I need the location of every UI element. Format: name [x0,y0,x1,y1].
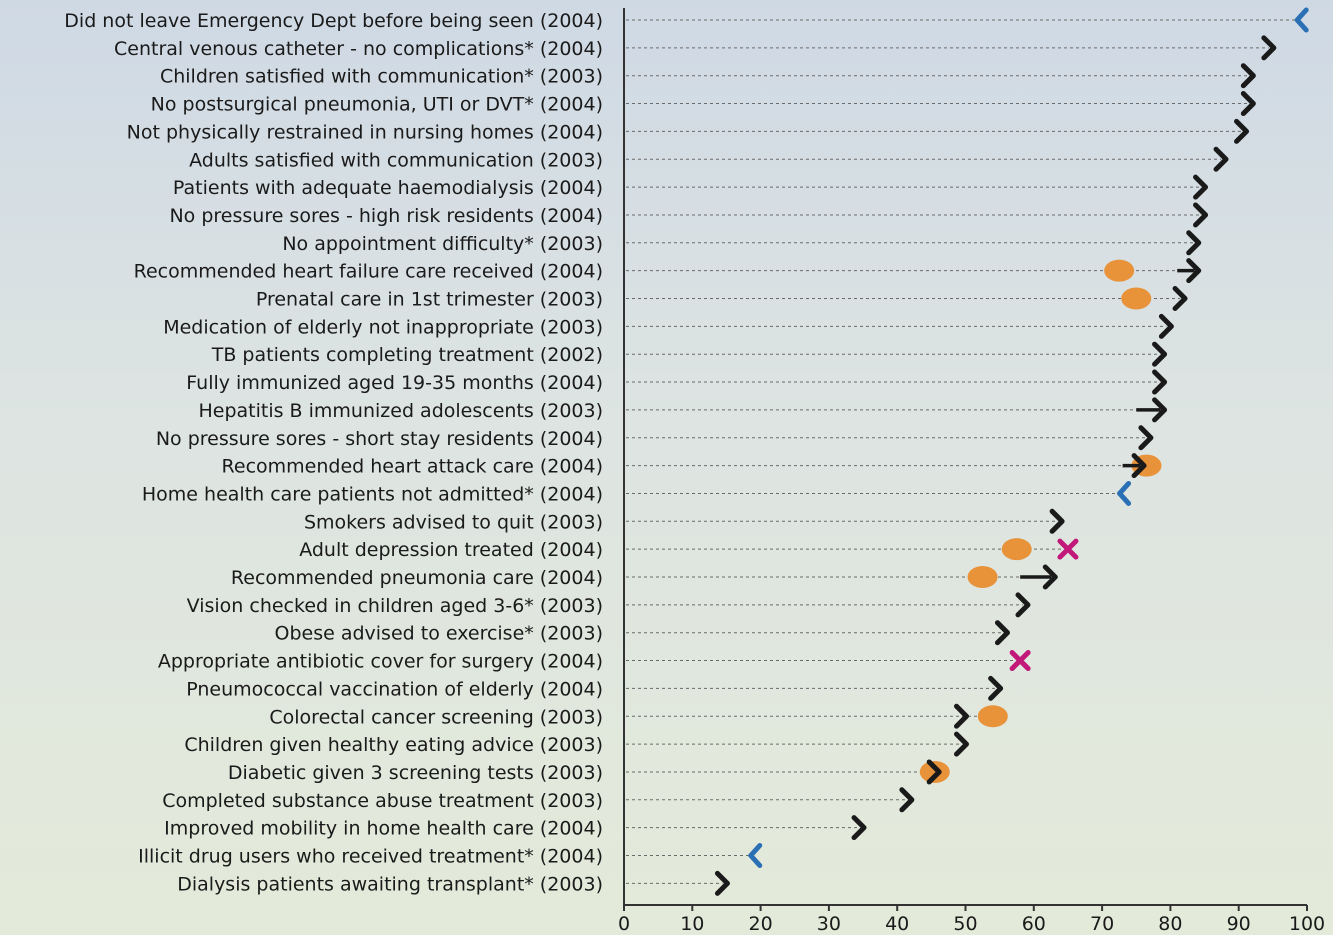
row-label: No postsurgical pneumonia, UTI or DVT* (… [151,94,603,116]
row-label: Not physically restrained in nursing hom… [127,121,603,143]
row-label: Central venous catheter - no complicatio… [114,38,603,60]
arrow-marker [1131,453,1147,479]
row-label: No appointment difficulty* (2003) [282,233,603,255]
dot-marker [1121,287,1152,310]
marks-layer [714,7,1309,896]
x-tick-label: 30 [817,913,841,935]
arrow-marker [954,731,969,757]
row-label: Patients with adequate haemodialysis (20… [173,177,603,199]
reverse-arrow-marker [748,843,763,868]
arrow-marker [1152,397,1168,423]
row-label: Illicit drug users who received treatmen… [138,846,603,868]
row-label: Recommended pneumonia care (2004) [231,567,603,589]
x-tick-label: 50 [953,913,977,935]
x-tick-label: 10 [680,913,704,935]
dot-marker [919,760,950,783]
row-label: TB patients completing treatment (2002) [211,344,603,366]
x-axis: 0 10 20 30 40 50 60 70 80 90 100 [618,8,1325,935]
row-label: Hepatitis B immunized adolescents (2003) [198,400,603,422]
dot-marker [977,705,1008,728]
row-label: Obese advised to exercise* (2003) [275,623,604,645]
arrow-marker [994,620,1010,646]
x-tick-label: 20 [749,913,773,935]
row-label: Prenatal care in 1st trimester (2003) [256,289,603,311]
x-tick-label: 90 [1227,913,1251,935]
arrow-marker [1042,564,1058,590]
arrow-marker [1152,341,1168,367]
row-label: Did not leave Emergency Dept before bein… [64,10,603,32]
rows-layer: Did not leave Emergency Dept before bein… [64,10,1297,895]
arrow-marker [954,703,969,729]
row-label: Recommended heart attack care (2004) [222,456,603,478]
row-label: Children given healthy eating advice (20… [184,734,603,756]
x-tick-label: 40 [885,913,909,935]
row-label: Appropriate antibiotic cover for surgery… [158,651,603,673]
arrow-marker [1015,592,1031,618]
row-label: Improved mobility in home health care (2… [164,818,603,840]
arrow-marker [1240,63,1256,89]
arrow-marker [1240,91,1256,117]
dot-marker [1104,259,1135,282]
row-label: Colorectal cancer screening (2003) [269,706,603,728]
row-label: Adults satisfied with communication (200… [189,149,603,171]
arrow-marker [1213,146,1229,172]
arrow-marker [851,815,867,841]
arrow-marker [988,675,1004,701]
x-tick-label: 70 [1090,913,1114,935]
arrow-marker [1186,230,1202,256]
row-label: Fully immunized aged 19-35 months (2004) [186,372,603,394]
arrow-marker [1138,425,1154,451]
arrow-marker [1261,35,1277,61]
arrow-marker [1049,508,1065,534]
row-label: Smokers advised to quit (2003) [304,511,603,533]
reverse-arrow-marker [1294,7,1309,33]
arrow-marker [1234,118,1250,144]
x-tick-label: 0 [618,913,630,935]
row-label: Medication of elderly not inappropriate … [163,316,603,338]
arrow-marker [714,870,730,896]
row-label: Vision checked in children aged 3-6* (20… [187,595,603,617]
arrow-marker [1193,202,1209,228]
row-label: No pressure sores - short stay residents… [156,428,603,450]
arrow-marker [1186,258,1202,284]
arrow-marker [1158,313,1174,339]
row-label: Adult depression treated (2004) [299,539,603,561]
dot-marker [1001,538,1032,561]
cross-marker [1057,538,1079,560]
arrow-marker [926,759,942,785]
cross-marker [1009,650,1031,672]
dot-marker [967,566,998,588]
x-tick-label: 100 [1289,913,1325,935]
row-label: Pneumococcal vaccination of elderly (200… [186,678,603,700]
arrow-marker [1193,174,1209,200]
x-tick-label: 60 [1022,913,1046,935]
arrow-marker [899,787,915,813]
arrow-marker [1172,286,1188,311]
reverse-arrow-marker [1117,480,1132,506]
row-label: Diabetic given 3 screening tests (2003) [228,762,603,784]
row-label: Dialysis patients awaiting transplant* (… [177,873,603,895]
row-label: Home health care patients not admitted* … [142,483,603,505]
row-label: Completed substance abuse treatment (200… [162,790,603,812]
row-label: Recommended heart failure care received … [134,261,603,283]
x-tick-label: 80 [1158,913,1182,935]
arrow-marker [1152,369,1168,395]
row-label: Children satisfied with communication* (… [160,66,603,88]
row-label: No pressure sores - high risk residents … [169,205,603,227]
